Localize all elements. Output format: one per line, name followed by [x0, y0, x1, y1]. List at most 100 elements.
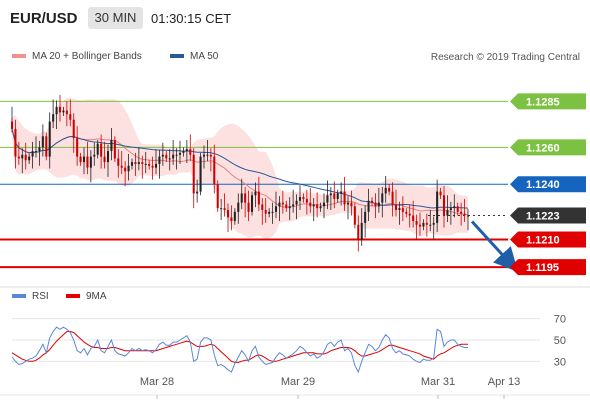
candle-body: [52, 114, 55, 122]
candle-body: [384, 187, 387, 194]
time-label: 01:30:15 CET: [151, 11, 232, 26]
candle-body: [199, 156, 202, 192]
candle-body: [353, 206, 356, 225]
candle-body: [281, 202, 284, 205]
candle-body: [425, 222, 428, 225]
candle-body: [453, 206, 456, 209]
candle-body: [154, 163, 158, 168]
level-badges: 1.1285 1.1260 1.1240 1.1223 1.1210 1.1195: [510, 93, 586, 276]
rsi-swatch-icon: [12, 294, 26, 299]
candle-body: [209, 154, 212, 157]
candle-body: [28, 156, 31, 161]
candle-body: [442, 195, 446, 216]
candle-body: [89, 156, 92, 168]
candle-body: [240, 193, 243, 203]
candle-body: [274, 206, 278, 212]
candle-body: [412, 215, 415, 222]
legend-ma20-label: MA 20 + Bollinger Bands: [32, 51, 142, 62]
candle-body: [178, 152, 182, 155]
legend-rsi: RSI: [12, 291, 49, 302]
candle-body: [278, 202, 281, 207]
level-badge-text: 1.1285: [526, 96, 560, 108]
candle-body: [340, 191, 343, 194]
candle-body: [17, 156, 20, 159]
candle-body: [62, 110, 65, 113]
legend-ma50-label: MA 50: [190, 51, 219, 62]
candle-body: [302, 197, 305, 199]
level-badge-1.1195: [510, 259, 586, 276]
level-badge-text: 1.1223: [526, 211, 560, 223]
candle-body: [120, 165, 123, 168]
candle-body: [21, 154, 24, 159]
legend-ma50: MA 50: [170, 51, 218, 62]
timeframe-button[interactable]: 30 MIN: [88, 7, 143, 29]
candle-body: [343, 191, 346, 205]
candle-body: [257, 191, 260, 205]
candle-body: [72, 119, 75, 139]
candle-body: [106, 151, 110, 163]
candle-body: [151, 165, 154, 168]
candle-body: [213, 156, 216, 185]
candle-body: [55, 106, 58, 115]
level-badge-1.1260: [510, 139, 586, 156]
candle-body: [261, 204, 264, 210]
candle-body: [381, 193, 384, 203]
symbol-label: EUR/USD: [10, 10, 78, 27]
candle-body: [388, 187, 391, 192]
candle-body: [326, 195, 329, 203]
candle-body: [141, 162, 144, 164]
candle-body: [124, 167, 127, 172]
candle-body: [93, 154, 96, 157]
bollinger-band-area: [12, 97, 468, 239]
candle-body: [34, 151, 38, 153]
candle-body: [322, 202, 326, 207]
candle-body: [41, 136, 44, 148]
candle-body: [394, 204, 398, 210]
level-badge-text: 1.1240: [526, 179, 560, 191]
candle-body: [466, 215, 470, 217]
candle-body: [45, 136, 48, 157]
candle-body: [463, 213, 466, 216]
credit-label: Research © 2019 Trading Central: [430, 52, 580, 63]
candle-body: [96, 143, 99, 155]
candle-body: [398, 208, 401, 210]
candle-body: [161, 154, 164, 157]
candle-body: [333, 193, 336, 199]
candle-body: [391, 191, 394, 205]
candle-body: [377, 202, 380, 207]
time-tick-label: Mar 29: [281, 376, 315, 388]
candle-body: [117, 158, 120, 166]
candle-body: [374, 202, 377, 207]
legend-ma20: MA 20 + Bollinger Bands: [12, 51, 142, 62]
rsi-tick-label: 70: [554, 314, 566, 326]
candle-body: [429, 224, 432, 226]
candle-body: [329, 193, 332, 196]
level-badge-text: 1.1195: [526, 262, 559, 274]
candle-body: [48, 121, 51, 157]
candle-body: [65, 110, 68, 115]
candle-body: [14, 128, 17, 157]
ma20-swatch-icon: [12, 54, 26, 59]
candle-body: [110, 140, 113, 152]
candle-body: [192, 154, 195, 194]
rsi-line: [11, 326, 468, 374]
candle-body: [82, 156, 86, 163]
candlesticks: [10, 94, 470, 252]
candle-body: [113, 140, 116, 159]
rsi-ma-swatch-icon: [66, 294, 80, 299]
candle-body: [250, 195, 254, 212]
level-badge-1.1240: [510, 176, 586, 193]
candle-body: [185, 149, 188, 152]
legend-rsi-ma-label: 9MA: [86, 291, 107, 302]
ma50-swatch-icon: [170, 54, 184, 59]
candle-body: [319, 206, 322, 209]
candle-body: [165, 154, 168, 159]
time-axis: Mar 28 Mar 29 Mar 31 Apr 13: [0, 376, 590, 399]
candle-body: [292, 204, 295, 207]
candle-body: [237, 202, 240, 212]
legend-rsi-ma: 9MA: [66, 291, 107, 302]
candle-body: [350, 202, 353, 207]
candle-body: [247, 202, 250, 212]
candle-body: [264, 210, 267, 214]
